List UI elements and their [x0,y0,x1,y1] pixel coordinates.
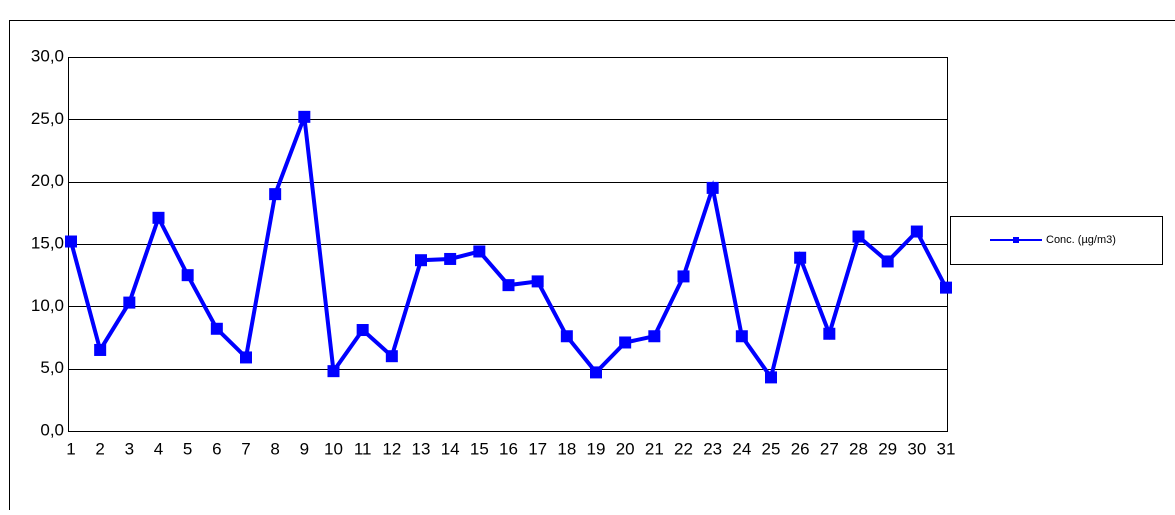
y-tick-label: 5,0 [40,358,64,377]
legend-marker [1013,237,1019,243]
x-tick-label: 7 [241,439,250,458]
y-tick-label: 25,0 [31,109,64,128]
data-marker [269,188,282,201]
data-marker [210,322,223,335]
data-marker [94,343,107,356]
data-marker [531,275,544,288]
x-tick-label: 3 [125,439,134,458]
y-tick-label: 20,0 [31,171,64,190]
x-tick-label: 13 [412,439,431,458]
x-tick-label: 16 [499,439,518,458]
x-tick-label: 1 [66,439,75,458]
x-tick-label: 27 [820,439,839,458]
data-marker [415,254,427,267]
y-tick-label: 10,0 [31,296,64,315]
x-tick-label: 21 [645,439,664,458]
x-tick-label: 29 [878,439,897,458]
data-marker [152,211,165,224]
data-marker [852,230,865,243]
x-tick-label: 8 [270,439,279,458]
data-marker [560,330,573,343]
y-tick-label: 0,0 [40,420,64,439]
data-marker [502,279,515,292]
x-tick-label: 14 [441,439,460,458]
data-marker [123,296,136,309]
x-tick-label: 24 [732,439,751,458]
data-marker [590,366,602,379]
data-marker [794,251,807,264]
y-tick-label: 15,0 [31,233,64,252]
x-tick-label: 25 [762,439,781,458]
x-tick-label: 26 [791,439,810,458]
data-marker [385,350,398,363]
y-tick-label: 30,0 [31,46,64,65]
x-tick-label: 23 [703,439,722,458]
x-tick-label: 30 [907,439,926,458]
data-marker [298,110,311,123]
x-tick-label: 22 [674,439,693,458]
x-tick-label: 19 [587,439,606,458]
data-marker [910,225,923,238]
legend-label: Conc. (µg/m3) [1046,234,1116,246]
data-marker [240,351,252,364]
data-marker [648,330,661,343]
x-tick-label: 15 [470,439,489,458]
data-marker [181,269,194,282]
data-marker [706,181,719,194]
data-marker [823,327,836,340]
data-marker [65,235,77,248]
x-tick-label: 18 [557,439,576,458]
x-tick-label: 2 [95,439,104,458]
x-tick-label: 10 [324,439,343,458]
x-tick-label: 4 [154,439,163,458]
x-tick-label: 31 [937,439,956,458]
x-tick-label: 20 [616,439,635,458]
data-marker [677,270,690,283]
x-tick-label: 9 [300,439,309,458]
legend-box [950,216,1163,265]
data-marker [619,336,632,349]
x-tick-label: 12 [382,439,401,458]
data-marker [940,281,952,294]
data-marker [473,245,486,258]
data-marker [765,371,777,384]
data-marker [735,330,748,343]
data-line [69,116,948,383]
x-tick-label: 11 [354,439,372,458]
x-tick-label: 28 [849,439,868,458]
data-marker [881,255,894,268]
data-marker [327,365,340,378]
data-marker [356,324,369,337]
x-tick-label: 17 [528,439,547,458]
x-tick-label: 5 [183,439,192,458]
data-marker [444,252,457,265]
x-tick-label: 6 [212,439,221,458]
